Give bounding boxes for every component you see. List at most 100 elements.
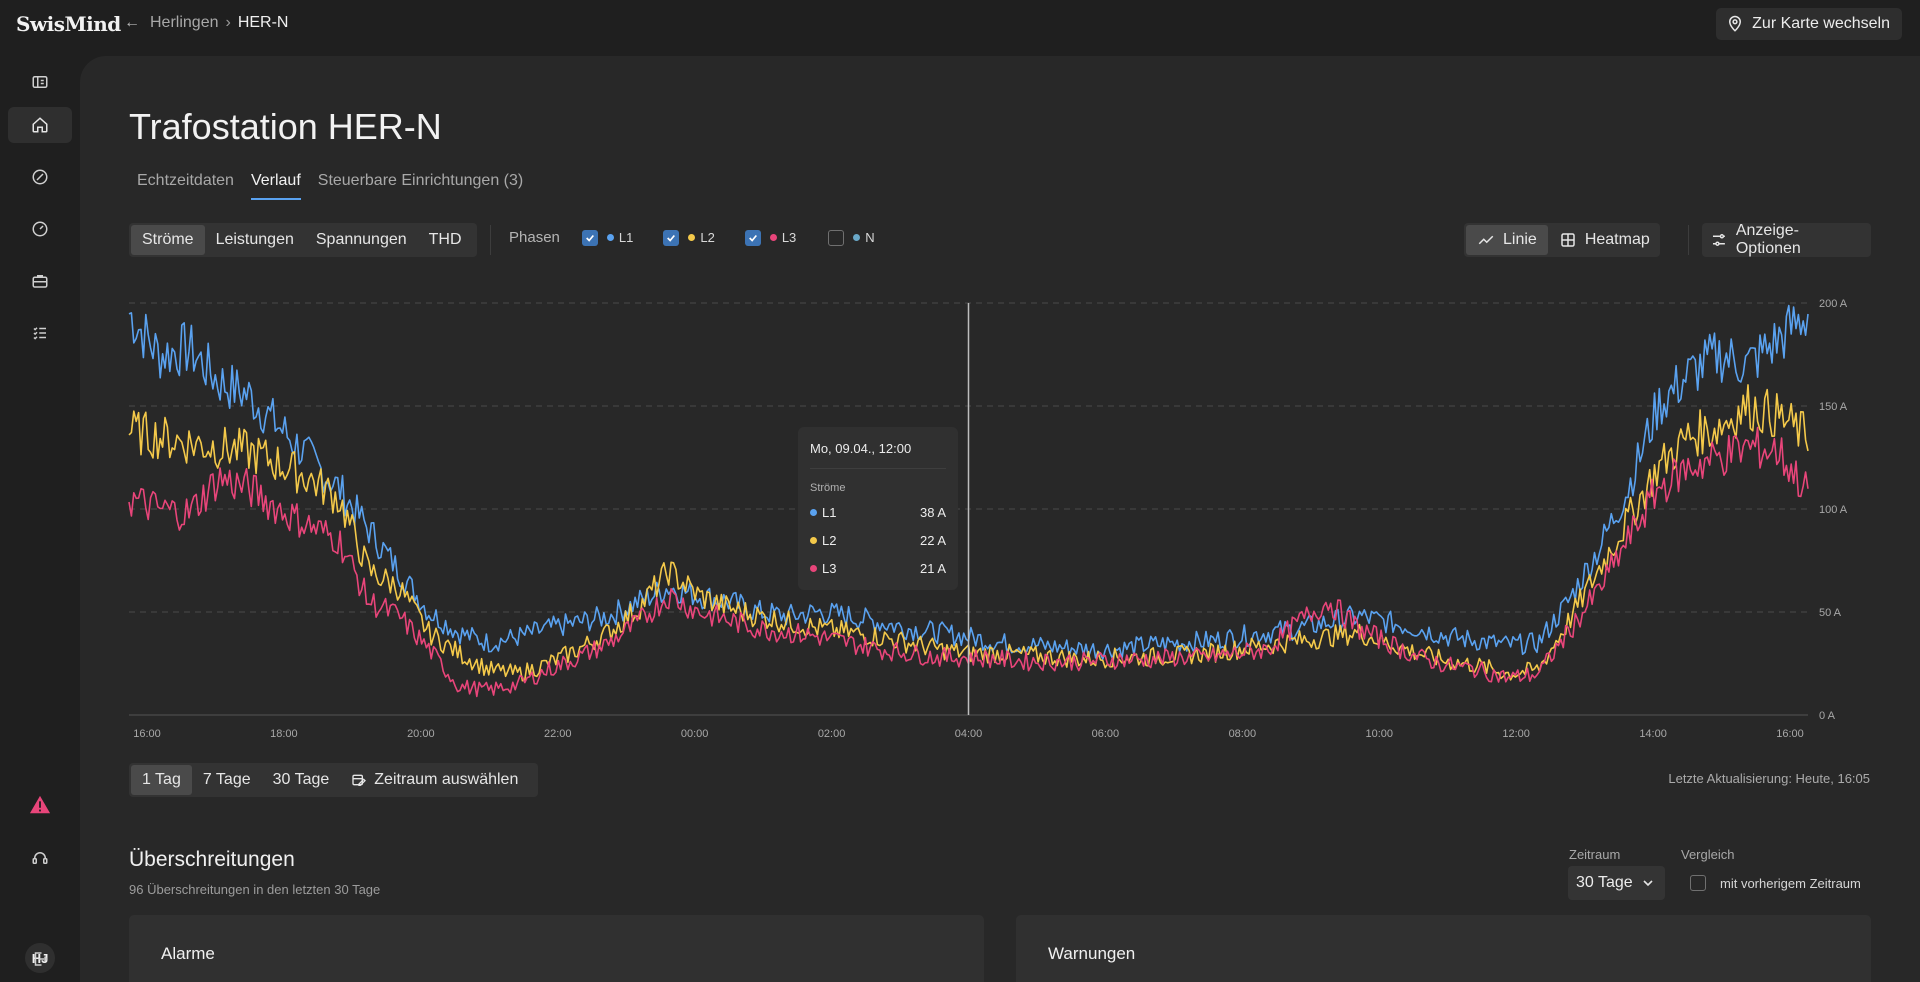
view-line-label: Linie (1503, 231, 1537, 248)
checkbox-unchecked-icon (1690, 875, 1706, 891)
display-options-label: Anzeige-Optionen (1735, 222, 1801, 257)
tooltip-l3-name: L3 (822, 560, 837, 576)
phase-n-label: N (865, 230, 875, 245)
compare-checkbox[interactable]: mit vorherigem Zeitraum (1690, 875, 1861, 891)
divider (490, 225, 491, 255)
alert-icon (29, 795, 51, 814)
sliders-icon (1712, 234, 1725, 246)
tooltip-l1-value: 38 A (919, 504, 946, 520)
briefcase-icon (32, 275, 48, 288)
view-line-button[interactable]: Linie (1466, 225, 1548, 255)
x-tick-label: 04:00 (955, 728, 983, 740)
dashboard-icon (32, 76, 48, 88)
metric-option-thd[interactable]: THD (428, 231, 462, 248)
tab-steuerbare-einrichtungen[interactable]: Steuerbare Einrichtungen (3) (317, 172, 524, 189)
metric-option-leistungen[interactable]: Leistungen (215, 231, 294, 248)
period-select-value: 30 Tage (1576, 874, 1633, 891)
phase-l3-checkbox[interactable]: L3 (744, 229, 796, 246)
switch-to-map-button[interactable]: Zur Karte wechseln (1716, 8, 1902, 40)
section-title: Überschreitungen (129, 848, 295, 871)
back-arrow-icon[interactable]: ← (124, 14, 140, 31)
l3-color-dot (810, 564, 817, 572)
support-icon (32, 852, 48, 864)
checkbox-unchecked-icon (828, 229, 845, 246)
calendar-edit-icon (352, 774, 367, 786)
tooltip-divider (810, 468, 946, 469)
section-subtitle: 96 Überschreitungen in den letzten 30 Ta… (129, 882, 381, 897)
l3-color-dot (769, 234, 777, 241)
display-options-button[interactable]: Anzeige-Optionen (1702, 222, 1871, 257)
breadcrumb: ← Herlingen › HER-N (124, 14, 288, 32)
tooltip-l1-name: L1 (822, 504, 837, 520)
range-option-7-tage[interactable]: 7 Tage (202, 771, 251, 788)
tab-echtzeitdaten[interactable]: Echtzeitdaten (137, 172, 234, 189)
sidebar-item-gauge[interactable] (8, 211, 72, 247)
metric-option-spannungen[interactable]: Spannungen (315, 231, 407, 248)
sidebar-item-tags[interactable] (8, 159, 72, 195)
sidebar-item-alerts[interactable] (8, 787, 72, 823)
x-tick-label: 16:00 (133, 728, 161, 740)
sidebar-item-support[interactable] (8, 840, 72, 876)
alarms-card: Alarme (129, 915, 984, 982)
checklist-icon (33, 327, 46, 340)
logout-icon (34, 952, 48, 966)
phase-l1-label: L1 (618, 230, 634, 245)
metric-selector: Ströme Leistungen Spannungen THD (129, 223, 477, 257)
tooltip-row-l3: L3 21 A (810, 559, 946, 577)
sidebar: HJ (0, 50, 80, 982)
tag-icon (32, 169, 48, 185)
home-icon (32, 117, 48, 133)
last-updated-text: Letzte Aktualisierung: Heute, 16:05 (1668, 771, 1870, 786)
x-tick-label: 10:00 (1365, 728, 1393, 740)
x-tick-label: 22:00 (544, 728, 572, 740)
y-tick-label: 0 A (1819, 710, 1836, 722)
gauge-icon (32, 221, 48, 237)
range-option-30-tage[interactable]: 30 Tage (272, 771, 330, 788)
l1-color-dot (810, 508, 817, 516)
sidebar-toggle-button[interactable] (8, 64, 72, 100)
tooltip-row-l1: L1 38 A (810, 503, 946, 521)
view-heatmap-label: Heatmap (1584, 231, 1650, 248)
metric-option-stroeme[interactable]: Ströme (131, 225, 205, 255)
checkbox-checked-icon (663, 229, 680, 246)
view-heatmap-button[interactable]: Heatmap (1548, 225, 1661, 255)
x-tick-label: 08:00 (1229, 728, 1257, 740)
logo[interactable]: SwisMind (16, 12, 121, 36)
tab-verlauf[interactable]: Verlauf (250, 172, 301, 200)
period-select[interactable]: 30 Tage (1568, 866, 1665, 900)
divider (1688, 225, 1689, 255)
checkbox-checked-icon (581, 229, 598, 246)
x-tick-label: 14:00 (1639, 728, 1667, 740)
range-option-1-tag[interactable]: 1 Tag (131, 765, 192, 795)
phase-n-checkbox[interactable]: N (828, 229, 875, 246)
x-tick-label: 20:00 (407, 728, 435, 740)
y-tick-label: 200 A (1819, 298, 1848, 310)
breadcrumb-parent[interactable]: Herlingen (150, 14, 219, 31)
x-tick-label: 06:00 (1092, 728, 1120, 740)
current-line-chart[interactable]: 0 A 50 A 100 A 150 A 200 A 16:00 18:00 20:00 22:… (0, 0, 1920, 760)
phase-l1-checkbox[interactable]: L1 (581, 229, 634, 246)
chart-tooltip: Mo, 09.04., 12:00 Ströme L1 38 A L2 22 A… (798, 427, 958, 590)
warnings-card-title: Warnungen (1048, 944, 1136, 963)
l2-color-dot (810, 536, 817, 544)
sidebar-item-checklist[interactable] (8, 315, 72, 351)
warnings-card: Warnungen (1016, 915, 1871, 982)
x-tick-label: 18:00 (270, 728, 298, 740)
display-options-inner: Anzeige-Optionen (1704, 222, 1869, 257)
top-bar: SwisMind ← Herlingen › HER-N Zur Karte w… (0, 0, 1920, 50)
time-range-selector: 1 Tag 7 Tage 30 Tage Zeitraum auswählen (129, 763, 538, 797)
tooltip-subtitle: Ströme (810, 482, 846, 494)
alarms-card-title: Alarme (161, 944, 215, 963)
y-tick-label: 100 A (1819, 504, 1848, 516)
tooltip-l3-value: 21 A (919, 560, 946, 576)
phase-l2-checkbox[interactable]: L2 (663, 229, 715, 246)
line-chart-icon (1478, 235, 1494, 245)
sidebar-item-briefcase[interactable] (8, 263, 72, 299)
sidebar-item-logout[interactable] (8, 941, 72, 977)
page-title: Trafostation HER-N (129, 106, 442, 147)
custom-range-button[interactable]: Zeitraum auswählen (340, 765, 529, 795)
tooltip-title: Mo, 09.04., 12:00 (810, 441, 912, 456)
compare-label: Vergleich (1681, 847, 1735, 862)
period-label: Zeitraum (1569, 847, 1621, 862)
sidebar-item-home[interactable] (8, 107, 72, 143)
